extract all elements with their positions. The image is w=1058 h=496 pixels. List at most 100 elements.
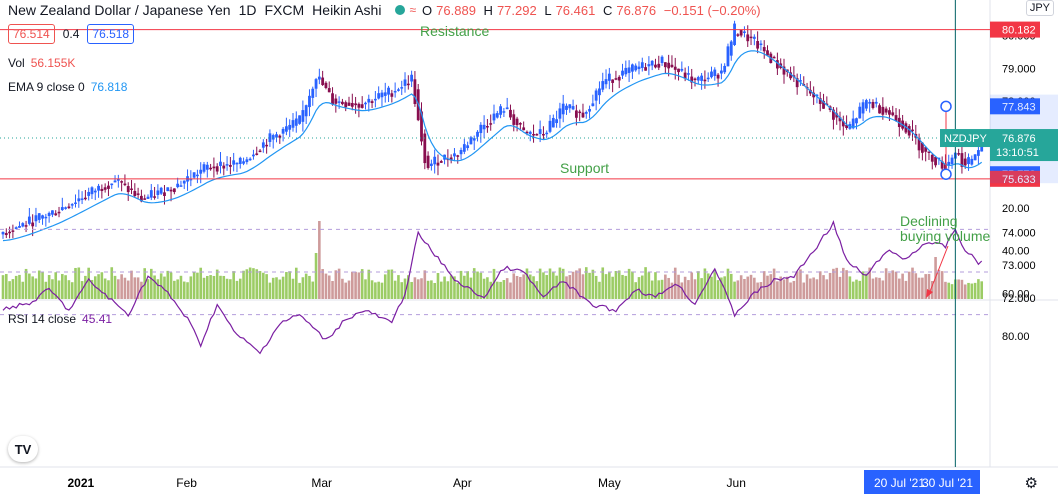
candle-body (4, 233, 8, 236)
candle-body (841, 121, 845, 127)
volume-bar (509, 282, 512, 299)
sell-button[interactable]: 76.514 (8, 24, 55, 44)
volume-bar (41, 272, 44, 299)
candle-body (350, 103, 354, 107)
volume-bar (153, 275, 156, 299)
candle-body (182, 180, 186, 184)
volume-bar (262, 272, 265, 299)
buy-button[interactable]: 76.518 (87, 24, 135, 44)
gear-icon[interactable]: ⚙ (1024, 475, 1038, 492)
volume-bar (749, 274, 753, 299)
symbol-header[interactable]: New Zealand Dollar / Japanese Yen 1D FXC… (8, 0, 765, 20)
volume-bar (87, 267, 90, 299)
rsi-legend[interactable]: RSI 14 close 45.41 (8, 312, 113, 326)
candle-body (970, 158, 974, 165)
candle-body (845, 124, 848, 128)
candle-body (205, 164, 209, 170)
candle-body (924, 147, 928, 152)
volume-bar (664, 274, 667, 299)
volume-bar (449, 275, 453, 299)
volume-bar (617, 270, 621, 299)
symbol-name[interactable]: New Zealand Dollar / Japanese Yen (8, 2, 231, 18)
candle-body (749, 36, 753, 39)
volume-bar (795, 271, 799, 299)
candle-body (486, 126, 489, 128)
volume-bar (568, 275, 572, 299)
volume-legend[interactable]: Vol 56.155K (8, 56, 76, 70)
volume-bar (825, 279, 829, 299)
interval[interactable]: 1D (238, 2, 257, 18)
time-label: 2021 (67, 476, 94, 490)
candle-body (601, 81, 605, 90)
candle-body (947, 161, 951, 166)
candle-body (571, 106, 575, 110)
volume-bar (196, 272, 199, 299)
candle-body (871, 101, 875, 108)
volume-bar (377, 281, 380, 299)
candle-body (739, 30, 743, 36)
volume-bar (930, 281, 934, 299)
volume-bar (285, 272, 288, 299)
candle-body (944, 163, 947, 171)
volume-bar (222, 275, 226, 299)
volume-bar (772, 268, 776, 299)
candle-body (917, 138, 921, 151)
volume-bar (357, 272, 361, 299)
candle-body (476, 131, 479, 137)
volume-bar (189, 276, 193, 299)
volume-bar (729, 273, 733, 299)
candle-body (660, 56, 664, 64)
volume-bar (647, 272, 651, 299)
candle-body (545, 132, 549, 135)
price-tag (990, 170, 1040, 187)
volume-bar (97, 274, 100, 299)
ema-legend[interactable]: EMA 9 close 0 76.818 (8, 80, 128, 94)
volume-bar (766, 275, 769, 299)
candle-body (242, 161, 245, 164)
candle-body (429, 163, 433, 166)
last-price-label: 76.876 (1002, 133, 1036, 145)
candle-body (406, 83, 410, 86)
volume-bar (874, 277, 878, 299)
candle-body (878, 105, 881, 114)
tradingview-logo[interactable]: TV (8, 436, 38, 462)
volume-bar (31, 276, 34, 299)
volume-bar (588, 272, 591, 299)
candle-body (512, 114, 516, 125)
candle-body (51, 210, 54, 215)
volume-bar (364, 279, 367, 299)
currency-selector[interactable]: JPY (1025, 0, 1054, 16)
volume-bar (552, 272, 555, 299)
volume-bar (294, 267, 298, 299)
candle-body (140, 195, 143, 202)
volume-bar (367, 269, 371, 299)
candle-body (212, 166, 216, 169)
candle-body (11, 230, 15, 232)
candle-body (930, 154, 934, 162)
candle-body (693, 78, 697, 81)
candle-body (627, 67, 631, 73)
candle-body (103, 187, 107, 190)
candle-body (644, 67, 647, 71)
candle-body (60, 207, 64, 211)
cursor-date-label: 20 Jul '21 (874, 476, 925, 490)
volume-bar (818, 271, 822, 299)
candle-body (433, 156, 437, 165)
volume-bar (288, 271, 291, 299)
candle-body (189, 178, 193, 181)
chart-style[interactable]: Heikin Ashi (312, 2, 382, 18)
candle-body (581, 112, 585, 118)
volume-bar (4, 274, 8, 299)
annotation-arrow (928, 245, 949, 295)
candle-body (663, 62, 667, 68)
candle-body (558, 108, 562, 119)
candle-body (578, 111, 582, 114)
volume-bar (789, 282, 792, 299)
candle-body (591, 103, 595, 107)
candle-body (331, 93, 334, 105)
candle-body (380, 92, 384, 98)
candle-body (54, 213, 58, 216)
volume-bar (571, 271, 575, 299)
volume-bar (245, 269, 249, 299)
